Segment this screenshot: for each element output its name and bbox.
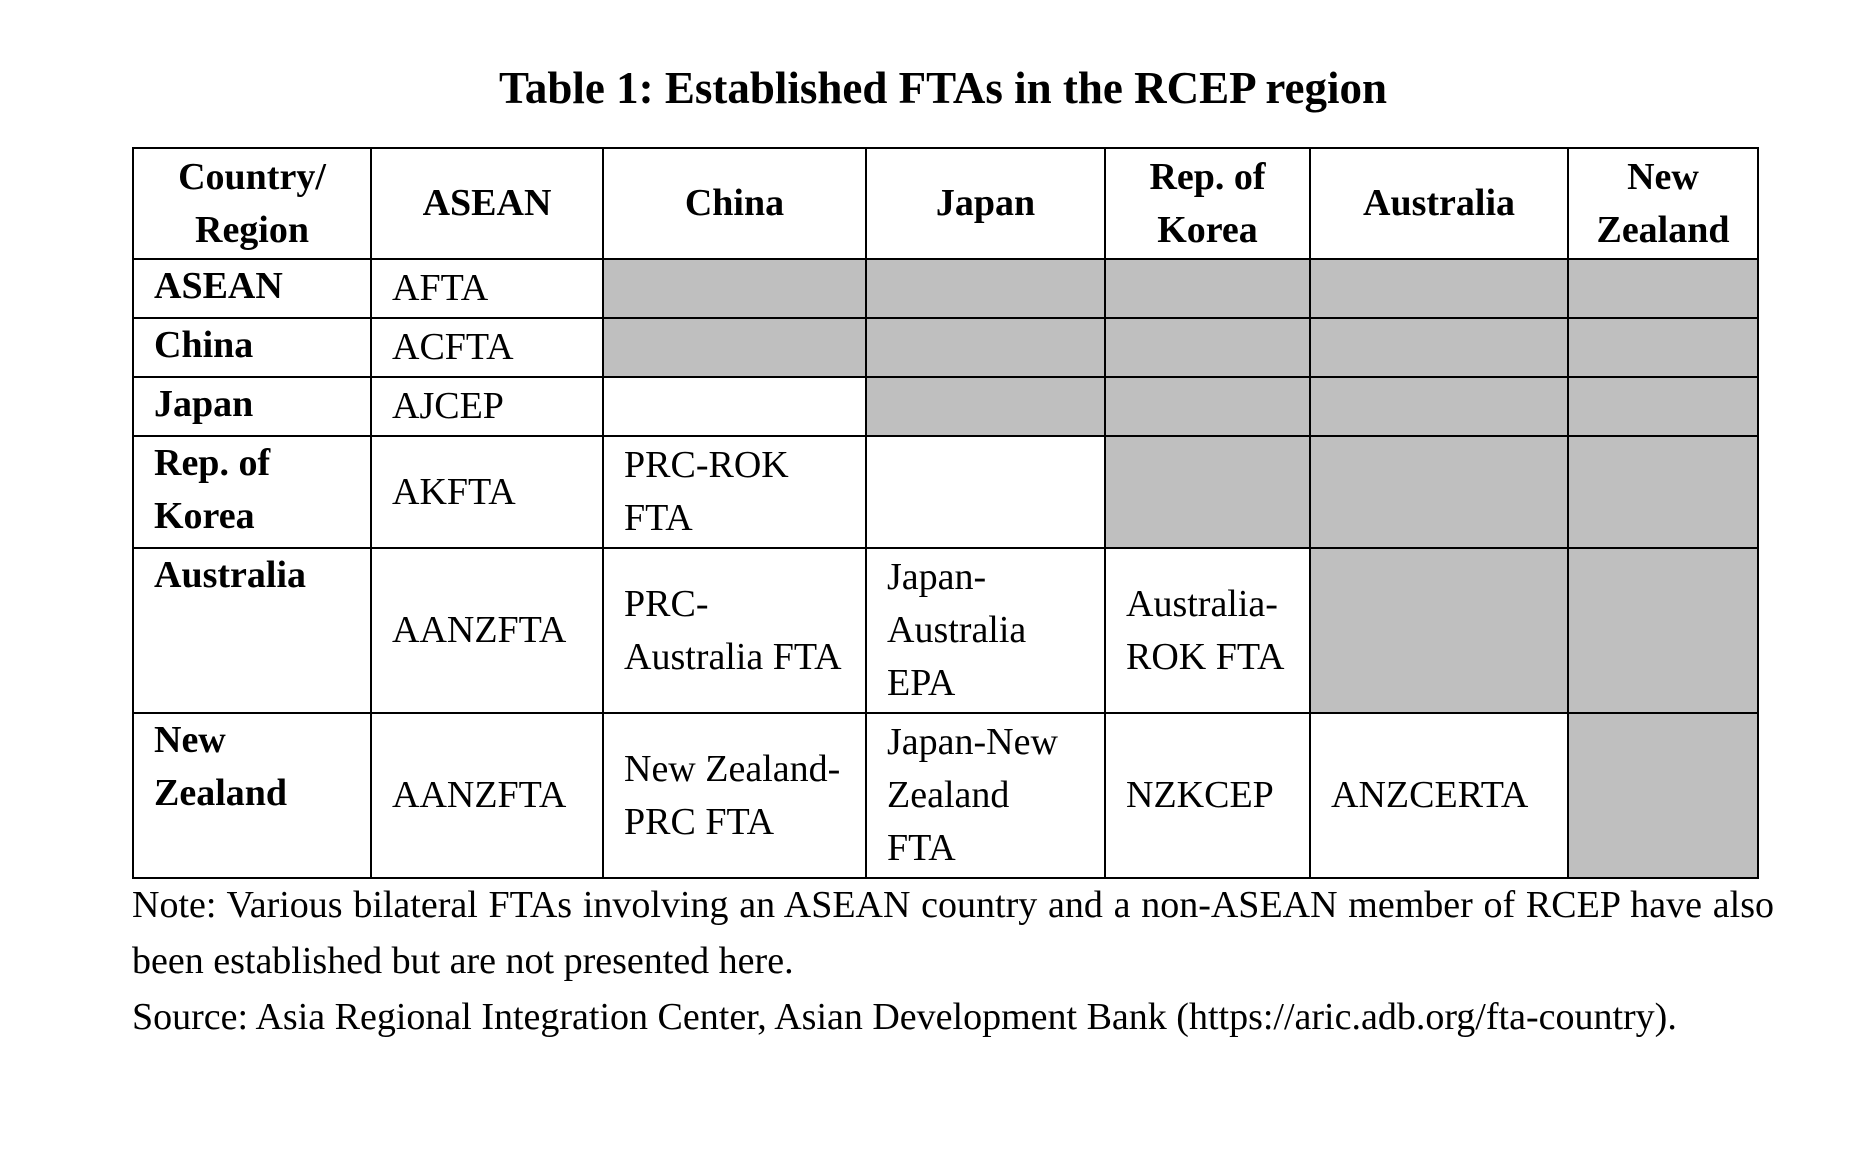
table-row: Japan AJCEP <box>132 376 1759 437</box>
row-header: Japan <box>132 376 372 437</box>
table-row: ASEAN AFTA <box>132 258 1759 319</box>
col-header-china: China <box>602 147 867 260</box>
shaded-cell <box>1567 547 1759 714</box>
table-cell: AANZFTA <box>370 712 604 879</box>
shaded-cell <box>1104 376 1311 437</box>
table-cell: ACFTA <box>370 317 604 378</box>
table-cell: AANZFTA <box>370 547 604 714</box>
shaded-cell <box>1104 435 1311 549</box>
shaded-cell <box>865 258 1106 319</box>
table-row: China ACFTA <box>132 317 1759 378</box>
shaded-cell <box>1309 258 1569 319</box>
table-cell: NZKCEP <box>1104 712 1311 879</box>
note-text: Note: Various bilateral FTAs involving a… <box>132 884 1774 982</box>
table-row: Australia AANZFTA PRC-Australia FTA Japa… <box>132 547 1759 714</box>
table-row: New Zealand AANZFTA New Zealand-PRC FTA … <box>132 712 1759 879</box>
shaded-cell <box>865 376 1106 437</box>
table-notes: Note: Various bilateral FTAs involving a… <box>132 877 1774 1045</box>
table-cell: AFTA <box>370 258 604 319</box>
shaded-cell <box>1309 547 1569 714</box>
shaded-cell <box>1309 317 1569 378</box>
col-header-korea: Rep. of Korea <box>1104 147 1311 260</box>
table-cell: Japan-New Zealand FTA <box>865 712 1106 879</box>
header-row: Country/ Region ASEAN China Japan Rep. o… <box>132 147 1759 260</box>
shaded-cell <box>602 258 867 319</box>
table-cell: PRC-ROK FTA <box>602 435 867 549</box>
col-header-asean: ASEAN <box>370 147 604 260</box>
row-header: Australia <box>132 547 372 714</box>
table-cell: AKFTA <box>370 435 604 549</box>
table-cell: Australia-ROK FTA <box>1104 547 1311 714</box>
shaded-cell <box>1104 317 1311 378</box>
col-header-japan: Japan <box>865 147 1106 260</box>
shaded-cell <box>1567 317 1759 378</box>
row-header: New Zealand <box>132 712 372 879</box>
table-cell: AJCEP <box>370 376 604 437</box>
table-cell: Japan-Australia EPA <box>865 547 1106 714</box>
row-header: Rep. of Korea <box>132 435 372 549</box>
shaded-cell <box>1567 435 1759 549</box>
corner-header: Country/ Region <box>132 147 372 260</box>
col-header-australia: Australia <box>1309 147 1569 260</box>
col-header-new-zealand: New Zealand <box>1567 147 1759 260</box>
table-cell <box>865 435 1106 549</box>
shaded-cell <box>1104 258 1311 319</box>
table-cell: ANZCERTA <box>1309 712 1569 879</box>
table-cell: New Zealand-PRC FTA <box>602 712 867 879</box>
row-header: China <box>132 317 372 378</box>
shaded-cell <box>865 317 1106 378</box>
row-header: ASEAN <box>132 258 372 319</box>
shaded-cell <box>1567 376 1759 437</box>
fta-table: Country/ Region ASEAN China Japan Rep. o… <box>132 147 1759 879</box>
shaded-cell <box>1567 258 1759 319</box>
table-cell <box>602 376 867 437</box>
shaded-cell <box>602 317 867 378</box>
shaded-cell <box>1309 376 1569 437</box>
table-title: Table 1: Established FTAs in the RCEP re… <box>498 63 1388 113</box>
shaded-cell <box>1567 712 1759 879</box>
table-row: Rep. of Korea AKFTA PRC-ROK FTA <box>132 435 1759 549</box>
table-cell: PRC-Australia FTA <box>602 547 867 714</box>
source-text: Source: Asia Regional Integration Center… <box>132 996 1677 1038</box>
shaded-cell <box>1309 435 1569 549</box>
